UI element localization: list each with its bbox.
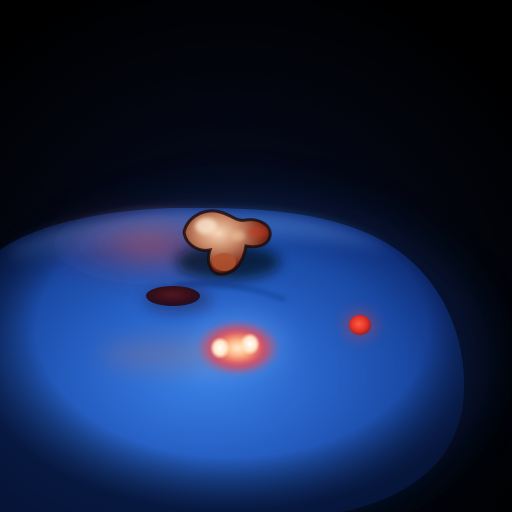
cap-dark-outline	[182, 209, 272, 276]
cap-lower-lobe	[212, 253, 236, 271]
cap-highlight	[195, 218, 217, 234]
dark-inclusion-shadow	[144, 286, 212, 314]
hot-spot-core-right	[240, 333, 260, 355]
cap-highlight-2	[231, 231, 245, 241]
hot-spot-core-left	[210, 337, 230, 359]
cap-red-tint	[248, 226, 268, 238]
surface-crease	[174, 282, 286, 302]
red-ember-halo	[342, 309, 378, 341]
hot-spot-glow	[196, 320, 280, 376]
